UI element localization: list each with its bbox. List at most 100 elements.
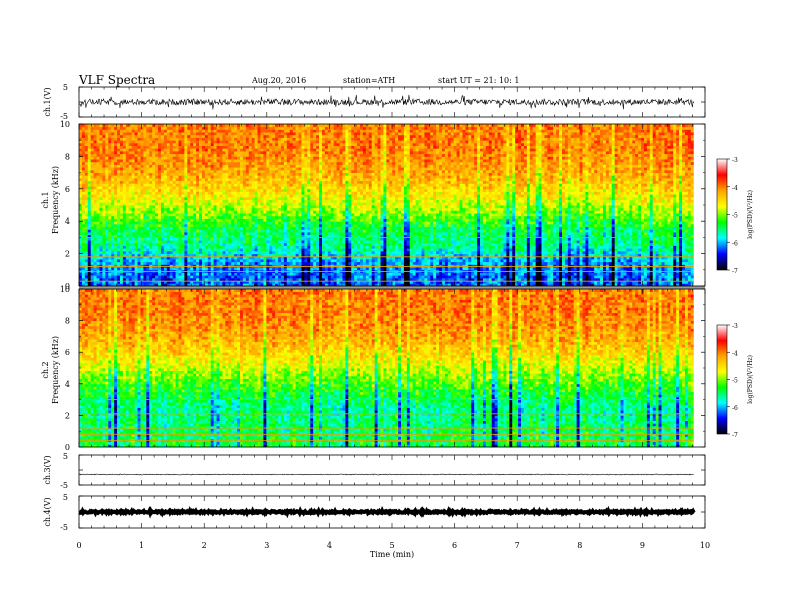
spectrogram-cell [155,205,159,209]
spectrogram-cell [289,153,294,157]
spectrogram-cell [254,169,258,173]
spectrogram-cell [149,188,153,192]
spectrogram-cell [114,275,118,279]
spectrogram-cell [286,210,291,214]
spectrogram-cell [114,232,118,236]
spectrogram-cell [160,259,165,263]
spectrogram-cell [152,186,156,190]
spectrogram-cell [275,172,279,176]
spectrogram-cell [278,178,282,182]
spectrogram-cell [102,218,106,222]
spectrogram-cell [240,175,244,179]
spectrogram-cell [128,175,133,179]
spectrogram-cell [260,277,264,281]
spectrogram-cell [310,164,314,168]
spectrogram-cell [90,175,95,179]
spectrogram-cell [193,221,197,225]
spectrogram-cell [251,134,256,138]
spectrogram-cell [207,178,212,182]
spectrogram-cell [169,261,174,265]
spectrogram-cell [160,232,165,236]
spectrogram-cell [237,245,241,249]
spectrogram-cell [280,232,285,236]
spectrogram-cell [134,202,138,206]
spectrogram-cell [143,256,147,260]
spectrogram-cell [166,145,171,149]
spectrogram-cell [228,161,232,165]
spectrogram-cell [269,267,273,271]
spectrogram-cell [248,218,253,222]
spectrogram-cell [81,188,86,192]
spectrogram-cell [122,259,127,263]
spectrogram-cell [166,272,171,276]
spectrogram-cell [108,283,112,287]
spectrogram-cell [105,159,109,163]
spectrogram-cell [125,202,130,206]
spectrogram-cell [240,261,244,265]
spectrogram-cell [269,248,273,252]
spectrogram-cell [231,272,235,276]
spectrogram-cell [228,137,232,141]
spectrogram-cell [125,267,130,271]
spectrogram-cell [172,191,176,195]
spectrogram-cell [137,191,141,195]
spectrogram-cell [240,202,244,206]
spectrogram-cell [102,132,106,136]
spectrogram-cell [172,180,176,184]
spectrogram-cell [122,226,127,230]
spectrogram-cell [87,240,92,244]
spectrogram-cell [266,164,270,168]
figure-title: VLF Spectra [78,73,155,87]
spectrogram-cell [181,275,185,279]
spectrogram-cell [172,161,176,165]
spectrogram-cell [251,156,256,160]
spectrogram-cell [289,240,294,244]
spectrogram-cell [178,129,182,133]
spectrogram-cell [251,207,256,211]
spectrogram-cell [122,159,127,163]
spectrogram-cell [90,237,95,241]
spectrogram-cell [213,272,217,276]
spectrogram-cell [254,248,258,252]
spectrogram-cell [248,221,253,225]
spectrogram-cell [260,191,264,195]
spectrogram-cell [301,183,305,187]
spectrogram-cell [222,213,226,217]
spectrogram-cell [149,232,153,236]
spectrogram-cell [111,178,115,182]
spectrogram-cell [81,140,86,144]
spectrogram-cell [304,134,308,138]
spectrogram-cell [137,267,141,271]
spectrogram-cell [319,272,323,276]
spectrogram-cell [166,240,171,244]
spectrogram-cell [248,194,253,198]
spectrogram-cell [231,223,235,227]
spectrogram-cell [79,159,83,163]
spectrogram-cell [125,175,130,179]
spectrogram-cell [193,259,197,263]
spectrogram-cell [251,259,256,263]
spectrogram-cell [155,161,159,165]
spectrogram-cell [298,256,302,260]
spectrogram-cell [152,237,156,241]
spectrogram-cell [319,283,323,287]
spectrogram-cell [298,205,302,209]
spectrogram-cell [231,126,235,130]
spectrogram-cell [190,226,194,230]
spectrogram-cell [313,172,317,176]
spectrogram-cell [96,134,100,138]
spectrogram-cell [242,275,247,279]
spectrogram-cell [275,272,279,276]
spectrogram-cell [102,221,106,225]
spectrogram-cell [283,275,288,279]
spectrogram-cell [158,210,162,214]
spectrogram-cell [234,175,238,179]
spectrogram-cell [304,226,308,230]
spectrogram-cell [225,205,229,209]
spectrogram-cell [260,218,264,222]
spectrogram-cell [319,215,323,219]
spectrogram-cell [90,142,95,146]
spectrogram-cell [163,140,168,144]
spectrogram-cell [275,186,279,190]
spectrogram-cell [254,245,258,249]
